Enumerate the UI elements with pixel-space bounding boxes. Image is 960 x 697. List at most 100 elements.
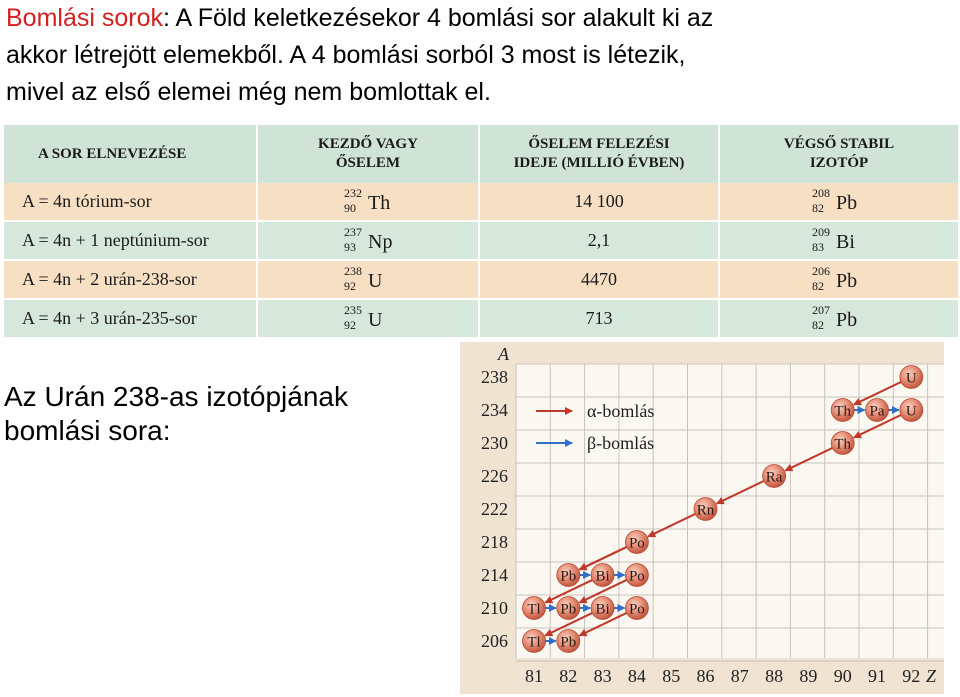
series-name-cell: A = 4n + 1 neptúnium-sor (4, 222, 258, 259)
atomic-number: 82 (812, 317, 824, 332)
table-header-row: A SOR ELNEVEZÉSE KEZDŐ VAGY ŐSELEM ŐSELEM… (4, 125, 958, 183)
stable-nuclide: 209 83 Bi (812, 226, 882, 256)
header-starting-line-1: KEZDŐ VAGY (318, 136, 418, 152)
nuclide-label: Bi (596, 602, 610, 618)
x-tick-label: 92 (902, 666, 920, 686)
element-symbol: Pb (836, 269, 858, 292)
nuclide-label: Tl (527, 635, 540, 651)
stable-nuclide: 207 82 Pb (812, 304, 882, 334)
nuclide-label: Tl (527, 602, 540, 618)
x-tick-label: 91 (868, 666, 886, 686)
nuclide-ball (556, 629, 581, 653)
y-tick-label: 230 (481, 433, 508, 453)
x-tick-label: 87 (731, 666, 749, 686)
mass-number: 206 (812, 263, 830, 278)
stable-isotope-cell: 208 82 Pb (720, 183, 958, 220)
nuclide-ball (693, 497, 718, 521)
series-name-cell: A = 4n + 2 urán-238-sor (4, 261, 258, 298)
series-name-cell: A = 4n + 3 urán-235-sor (4, 300, 258, 337)
nuclide-ball (899, 365, 924, 389)
starting-nuclide-cell: 237 93 Np (258, 222, 480, 259)
alpha-decay-arrow (578, 578, 628, 604)
alpha-decay-arrow (853, 413, 903, 439)
nuclide-ball (830, 398, 855, 422)
atomic-number: 93 (344, 239, 356, 254)
y-axis-label: A (497, 344, 510, 364)
uranium-238-decay-chart: 206 210 214 218 222 226 230 234 238 81 82 83 84 85 86 8… (460, 342, 944, 694)
halflife-value: 713 (585, 308, 613, 328)
halflife-cell: 713 (480, 300, 720, 337)
decay-series-table: A SOR ELNEVEZÉSE KEZDŐ VAGY ŐSELEM ŐSELEM… (4, 125, 958, 338)
alpha-decay-arrow (853, 380, 903, 406)
legend-alpha-label: α-bomlás (587, 401, 654, 421)
nuclide-ball (830, 431, 855, 455)
halflife-value: 2,1 (587, 230, 611, 250)
nuclide-label: Pa (870, 404, 885, 420)
nuclide-label: Th (834, 437, 851, 453)
legend-beta-label: β-bomlás (587, 433, 654, 453)
series-name: A = 4n + 2 urán-238-sor (22, 269, 197, 289)
header-stable-isotope: VÉGSŐ STABIL IZOTÓP (720, 125, 958, 183)
starting-nuclide: 237 93 Np (344, 226, 414, 256)
intro-line-2: akkor létrejött elemekből. A 4 bomlási s… (6, 41, 686, 69)
nuclide-label: U (906, 371, 917, 387)
x-tick-label: 81 (525, 666, 543, 686)
nuclide-label: Po (629, 536, 645, 552)
header-starting-nuclide: KEZDŐ VAGY ŐSELEM (258, 125, 480, 183)
stable-isotope-cell: 206 82 Pb (720, 261, 958, 298)
nuclide-label: Pb (560, 569, 576, 585)
atomic-number: 90 (344, 200, 356, 215)
alpha-decay-arrow (578, 545, 628, 571)
y-tick-label: 238 (481, 367, 508, 387)
header-starting-line-2: ŐSELEM (335, 155, 401, 171)
mass-number: 209 (812, 224, 830, 239)
alpha-decay-arrow (784, 446, 834, 472)
mass-number: 237 (344, 224, 362, 239)
mass-number: 207 (812, 302, 830, 317)
x-tick-label: 82 (559, 666, 577, 686)
series-name-cell: A = 4n tórium-sor (4, 183, 258, 220)
nuclide-ball (865, 398, 889, 422)
nuclide-label: U (906, 404, 917, 420)
nuclide-ball (556, 596, 581, 620)
nuclide-label: Ra (766, 470, 783, 486)
nuclide-ball (899, 398, 924, 422)
atomic-number: 82 (812, 278, 824, 293)
x-tick-label: 89 (799, 666, 817, 686)
nuclide-ball (624, 563, 649, 587)
stable-isotope-cell: 209 83 Bi (720, 222, 958, 259)
x-tick-label: 85 (662, 666, 680, 686)
element-symbol: Pb (836, 191, 858, 214)
starting-nuclide: 235 92 U (344, 304, 414, 334)
nuclide-ball (762, 464, 787, 488)
element-symbol: U (368, 269, 383, 292)
intro-lead: Bomlási sorok (6, 4, 163, 32)
nuclide-label: Rn (697, 503, 715, 519)
x-tick-label: 88 (765, 666, 783, 686)
nuclide-ball (556, 563, 581, 587)
series-name: A = 4n + 1 neptúnium-sor (22, 230, 209, 250)
alpha-decay-arrow (544, 611, 594, 637)
mass-number: 235 (344, 302, 362, 317)
y-tick-label: 226 (481, 466, 508, 486)
caption-line-2: bomlási sora: (4, 415, 171, 446)
nuclide-label: Po (629, 569, 645, 585)
table-row: A = 4n tórium-sor 232 90 Th 14 100 208 82 Pb (4, 183, 958, 220)
halflife-cell: 2,1 (480, 222, 720, 259)
starting-nuclide-cell: 235 92 U (258, 300, 480, 337)
alpha-decay-arrow (715, 479, 766, 505)
intro-line-1: Bomlási sorok: A Föld keletkezésekor 4 b… (6, 0, 956, 37)
series-name: A = 4n + 3 urán-235-sor (22, 308, 197, 328)
element-symbol: Bi (836, 230, 855, 253)
element-symbol: Pb (836, 308, 858, 331)
table-row: A = 4n + 3 urán-235-sor 235 92 U 713 207 82 Pb (4, 300, 958, 337)
nuclide-ball (624, 596, 649, 620)
caption-line-1: Az Urán 238-as izotópjának (4, 381, 348, 412)
starting-nuclide-cell: 238 92 U (258, 261, 480, 298)
element-symbol: Th (368, 191, 391, 214)
starting-nuclide-cell: 232 90 Th (258, 183, 480, 220)
element-symbol: U (368, 308, 383, 331)
x-tick-label: 86 (697, 666, 715, 686)
nuclide-ball (590, 563, 615, 587)
mass-number: 238 (344, 263, 362, 278)
